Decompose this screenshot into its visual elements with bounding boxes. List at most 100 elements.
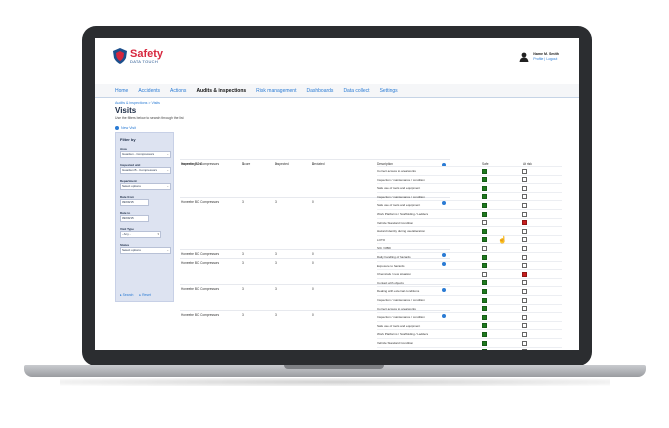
safe-checkbox[interactable] bbox=[482, 314, 487, 320]
page-title: Visits bbox=[115, 106, 137, 115]
at-risk-checkbox[interactable] bbox=[522, 340, 527, 346]
nav-data-collect[interactable]: Data collect bbox=[343, 87, 370, 94]
safe-checkbox[interactable] bbox=[482, 306, 487, 312]
row-deviated: 0 bbox=[312, 287, 314, 291]
safe-checkbox[interactable] bbox=[482, 211, 487, 217]
safe-checkbox[interactable] bbox=[482, 288, 487, 294]
col-at-risk[interactable]: At risk bbox=[523, 162, 532, 166]
checklist-item-text: Correct access to area/works bbox=[377, 306, 416, 311]
at-risk-checkbox[interactable] bbox=[522, 271, 527, 277]
at-risk-checkbox[interactable] bbox=[522, 194, 527, 200]
filter-area-label: Area bbox=[120, 147, 127, 151]
row-score: 3 bbox=[242, 252, 244, 256]
date-to-input[interactable]: 09/09/15 bbox=[120, 215, 149, 222]
safe-checkbox[interactable] bbox=[482, 177, 487, 183]
table-row[interactable]: Honeebe BC Compressors 3 3 0 bbox=[180, 159, 450, 167]
table-row[interactable]: Honeebe BC Compressors 3 3 0 bbox=[180, 258, 450, 266]
nav-accidents[interactable]: Accidents bbox=[138, 87, 161, 94]
safe-checkbox[interactable] bbox=[482, 331, 487, 337]
at-risk-checkbox[interactable] bbox=[522, 254, 527, 260]
safe-checkbox[interactable] bbox=[482, 202, 487, 208]
area-select[interactable]: Guarden - Compressors ⌄ bbox=[120, 151, 171, 158]
nav-audits-inspections[interactable]: Audits & inspections bbox=[196, 87, 247, 94]
col-inspecting-unit[interactable]: Inspecting Unit bbox=[181, 162, 203, 166]
nav-home[interactable]: Home bbox=[115, 87, 129, 94]
safe-checkbox[interactable] bbox=[482, 168, 487, 174]
safe-checkbox[interactable] bbox=[482, 194, 487, 200]
info-icon[interactable] bbox=[442, 314, 446, 318]
safe-checkbox[interactable] bbox=[482, 297, 487, 303]
at-risk-checkbox[interactable] bbox=[522, 185, 527, 191]
checklist-item: Work Platforms / Scaffolding / Ladders bbox=[377, 329, 562, 338]
at-risk-checkbox[interactable] bbox=[522, 288, 527, 294]
logout-link[interactable]: Profile | Logout bbox=[533, 57, 558, 61]
at-risk-checkbox[interactable] bbox=[522, 306, 527, 312]
safe-checkbox[interactable] bbox=[482, 237, 487, 243]
at-risk-checkbox[interactable] bbox=[522, 220, 527, 226]
at-risk-checkbox[interactable] bbox=[522, 349, 527, 350]
new-visit-button[interactable]: New Visit bbox=[115, 126, 136, 130]
safe-checkbox[interactable] bbox=[482, 245, 487, 251]
at-risk-checkbox[interactable] bbox=[522, 263, 527, 269]
row-unit: Honeebe BC Compressors bbox=[181, 162, 220, 166]
at-risk-checkbox[interactable] bbox=[522, 331, 527, 337]
at-risk-checkbox[interactable] bbox=[522, 228, 527, 234]
checklist-item-text: Exposure to hazards bbox=[377, 263, 405, 268]
safe-checkbox[interactable] bbox=[482, 340, 487, 346]
safe-checkbox[interactable] bbox=[482, 228, 487, 234]
date-from-input[interactable]: 09/09/15 bbox=[120, 199, 149, 206]
inspected-unit-select[interactable]: Guarden B - Compressors ⌄ bbox=[120, 167, 171, 174]
col-inspected[interactable]: Inspected bbox=[275, 162, 289, 166]
safe-checkbox[interactable] bbox=[482, 254, 487, 260]
breadcrumb[interactable]: Audits & inspections > Visits bbox=[115, 101, 160, 105]
table-row[interactable]: Honeebe BC Compressors 3 3 0 bbox=[180, 284, 450, 292]
checklist-item: Safe use of tools and equipment bbox=[377, 183, 562, 192]
checklist-item: SIC / RBD bbox=[377, 243, 562, 252]
at-risk-checkbox[interactable] bbox=[522, 314, 527, 320]
safe-checkbox[interactable] bbox=[482, 349, 487, 350]
safe-checkbox[interactable] bbox=[482, 263, 487, 269]
laptop-shadow bbox=[60, 378, 610, 386]
app-screen: Safety DATA TOUCH Name M. Smith Profile … bbox=[95, 38, 579, 350]
table-row[interactable]: Honeebe BC Compressors 3 3 0 bbox=[180, 197, 450, 205]
nav-settings[interactable]: Settings bbox=[379, 87, 398, 94]
info-icon[interactable] bbox=[442, 201, 446, 205]
nav-actions[interactable]: Actions bbox=[170, 87, 187, 94]
safe-checkbox[interactable] bbox=[482, 271, 487, 277]
filter-actions: ▸ Search ▸ Reset bbox=[120, 293, 151, 297]
col-description[interactable]: Description bbox=[377, 162, 393, 166]
info-icon[interactable] bbox=[442, 262, 446, 266]
reset-button[interactable]: ▸ Reset bbox=[139, 293, 151, 297]
col-deviated[interactable]: Deviated bbox=[312, 162, 325, 166]
at-risk-checkbox[interactable] bbox=[522, 211, 527, 217]
department-select[interactable]: Select options ⌄ bbox=[120, 183, 171, 190]
safe-checkbox[interactable] bbox=[482, 280, 487, 286]
at-risk-checkbox[interactable] bbox=[522, 202, 527, 208]
nav-risk-management[interactable]: Risk management bbox=[256, 87, 297, 94]
at-risk-checkbox[interactable] bbox=[522, 168, 527, 174]
safe-checkbox[interactable] bbox=[482, 220, 487, 226]
user-menu[interactable]: Name M. Smith Profile | Logout bbox=[519, 52, 559, 62]
safe-checkbox[interactable] bbox=[482, 323, 487, 329]
filter-date-to-label: Date to bbox=[120, 211, 131, 215]
table-row[interactable]: Honeebe BC Compressors 3 3 0 bbox=[180, 249, 450, 257]
search-button[interactable]: ▸ Search bbox=[120, 293, 134, 297]
at-risk-checkbox[interactable] bbox=[522, 177, 527, 183]
at-risk-checkbox[interactable] bbox=[522, 323, 527, 329]
info-icon[interactable] bbox=[442, 288, 446, 292]
logo[interactable]: Safety DATA TOUCH bbox=[113, 48, 163, 64]
at-risk-checkbox[interactable] bbox=[522, 245, 527, 251]
safe-checkbox[interactable] bbox=[482, 185, 487, 191]
row-inspected: 3 bbox=[275, 261, 277, 265]
at-risk-checkbox[interactable] bbox=[522, 237, 527, 243]
status-select[interactable]: Select options ⌄ bbox=[120, 247, 171, 254]
at-risk-checkbox[interactable] bbox=[522, 297, 527, 303]
at-risk-checkbox[interactable] bbox=[522, 280, 527, 286]
table-row[interactable]: Honeebe BC Compressors 3 3 0 bbox=[180, 310, 450, 318]
visit-type-select[interactable]: - Any - ▾ bbox=[120, 231, 161, 238]
info-icon[interactable] bbox=[442, 253, 446, 257]
nav-dashboards[interactable]: Dashboards bbox=[306, 87, 334, 94]
col-score[interactable]: Score bbox=[242, 162, 251, 166]
info-icon[interactable] bbox=[442, 163, 446, 167]
col-safe[interactable]: Safe bbox=[482, 162, 489, 166]
